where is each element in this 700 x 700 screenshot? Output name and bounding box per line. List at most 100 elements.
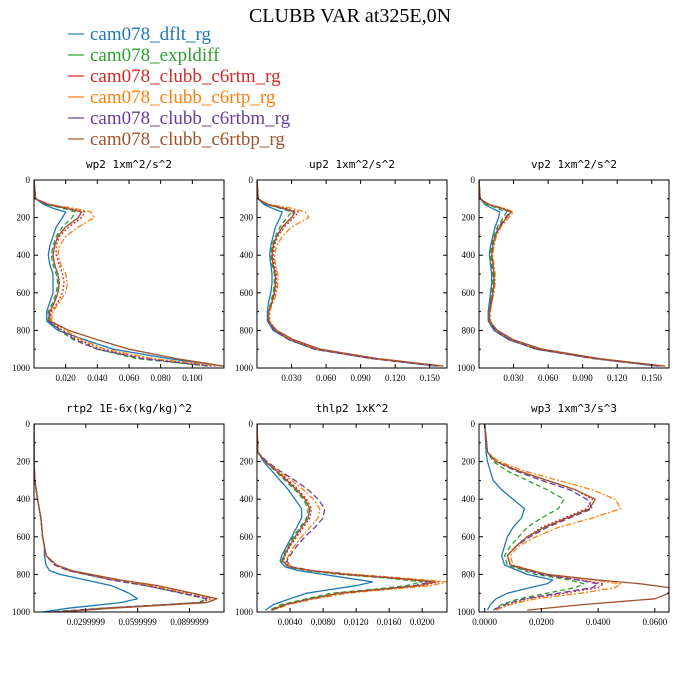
y-tick-label: 400	[17, 250, 31, 260]
y-tick-label: 800	[240, 569, 254, 579]
y-tick-label: 600	[462, 532, 476, 542]
series-line	[479, 180, 661, 367]
series-line	[484, 424, 669, 611]
x-tick-label: 0.0080	[311, 617, 336, 627]
series-line	[257, 424, 423, 611]
series-line	[257, 424, 436, 611]
legend-entry: cam078_clubb_c6rtm_rg	[90, 66, 281, 87]
x-tick-label: 0.090	[351, 373, 372, 383]
y-tick-label: 400	[240, 494, 254, 504]
series-line	[479, 180, 664, 367]
series-line	[257, 424, 447, 611]
x-tick-label: 0.030	[281, 373, 302, 383]
y-tick-label: 1000	[12, 363, 31, 373]
y-tick-label: 200	[17, 213, 31, 223]
y-tick-label: 200	[462, 213, 476, 223]
x-tick-label: 0.100	[182, 373, 203, 383]
series-line	[257, 424, 440, 611]
y-tick-label: 1000	[457, 607, 476, 617]
panel-title: rtp2 1E-6x(kg/kg)^2	[66, 402, 192, 415]
series-line	[484, 424, 554, 611]
y-tick-label: 1000	[235, 363, 254, 373]
panel-title: wp3 1xm^3/s^3	[531, 402, 617, 415]
x-tick-label: 0.020	[56, 373, 77, 383]
plot-frame	[256, 423, 448, 613]
legend-entry: cam078_dflt_rg	[90, 24, 212, 45]
series-line	[34, 424, 217, 612]
y-tick-label: 800	[17, 325, 31, 335]
y-tick-label: 0	[26, 419, 31, 429]
x-tick-label: 0.0299999	[67, 617, 106, 627]
y-tick-label: 600	[462, 288, 476, 298]
y-tick-label: 400	[462, 494, 476, 504]
plot-frame	[33, 423, 225, 613]
x-tick-label: 0.090	[573, 373, 594, 383]
y-tick-label: 600	[17, 532, 31, 542]
series-line	[34, 180, 221, 367]
series-line	[479, 180, 666, 367]
legend-entry: cam078_clubb_c6rtp_rg	[90, 87, 276, 108]
y-tick-label: 600	[240, 532, 254, 542]
chart-panel: up2 1xm^2/s^2 0 200 400 600 800 1000 0.030 0.060…	[235, 158, 448, 383]
series-line	[34, 424, 139, 612]
x-tick-label: 0.060	[316, 373, 337, 383]
y-tick-label: 600	[240, 288, 254, 298]
x-tick-label: 0.060	[538, 373, 559, 383]
chart-panel: thlp2 1xK^2 0 200 400 600 800 1000 0.0040 0.0080…	[235, 402, 448, 627]
series-line	[484, 424, 599, 611]
y-tick-label: 400	[462, 250, 476, 260]
plot-frame	[478, 179, 670, 369]
x-tick-label: 0.0400	[586, 617, 611, 627]
legend-entry: cam078_clubb_c6rtbm_rg	[90, 108, 291, 129]
panel-title: wp2 1xm^2/s^2	[86, 158, 172, 171]
x-tick-label: 0.080	[151, 373, 172, 383]
y-tick-label: 200	[17, 457, 31, 467]
y-tick-label: 400	[240, 250, 254, 260]
y-tick-label: 800	[462, 569, 476, 579]
y-tick-label: 0	[471, 419, 476, 429]
series-line	[34, 424, 211, 612]
series-line	[34, 180, 212, 367]
x-tick-label: 0.0599999	[119, 617, 158, 627]
x-tick-label: 0.060	[119, 373, 140, 383]
chart-panel: vp2 1xm^2/s^2 0 200 400 600 800 1000 0.030 0.060…	[457, 158, 670, 383]
series-line	[479, 180, 664, 367]
series-line	[34, 180, 209, 367]
x-tick-label: 0.0000	[472, 617, 497, 627]
y-tick-label: 1000	[235, 607, 254, 617]
series-line	[257, 424, 432, 611]
y-tick-label: 800	[462, 325, 476, 335]
chart-panels: wp2 1xm^2/s^2 0 200 400 600 800 1000 0.020 0.040…	[12, 158, 670, 627]
y-tick-label: 800	[240, 325, 254, 335]
y-tick-label: 0	[249, 175, 254, 185]
figure-title: CLUBB VAR at325E,0N	[249, 5, 451, 27]
series-line	[34, 424, 218, 612]
y-tick-label: 0	[471, 175, 476, 185]
x-tick-label: 0.0200	[410, 617, 435, 627]
x-tick-label: 0.120	[607, 373, 628, 383]
legend-entry: cam078_expldiff	[90, 45, 220, 66]
x-tick-label: 0.040	[87, 373, 108, 383]
y-tick-label: 200	[240, 457, 254, 467]
x-tick-label: 0.0040	[278, 617, 303, 627]
y-tick-label: 0	[26, 175, 31, 185]
series-line	[257, 180, 442, 367]
y-tick-label: 0	[249, 419, 254, 429]
legend: cam078_dflt_rgcam078_expldiffcam078_club…	[68, 24, 291, 150]
y-tick-label: 200	[462, 457, 476, 467]
y-tick-label: 600	[17, 288, 31, 298]
chart-panel: rtp2 1E-6x(kg/kg)^2 0 200 400 600 800 1000 0.02…	[12, 402, 225, 627]
x-tick-label: 0.030	[503, 373, 524, 383]
y-tick-label: 800	[17, 569, 31, 579]
y-tick-label: 1000	[457, 363, 476, 373]
series-line	[484, 424, 585, 611]
x-tick-label: 0.0600	[642, 617, 667, 627]
y-tick-label: 1000	[12, 607, 31, 617]
series-line	[257, 180, 444, 367]
series-line	[34, 180, 224, 367]
x-tick-label: 0.0160	[377, 617, 402, 627]
y-tick-label: 200	[240, 213, 254, 223]
x-tick-label: 0.120	[385, 373, 406, 383]
